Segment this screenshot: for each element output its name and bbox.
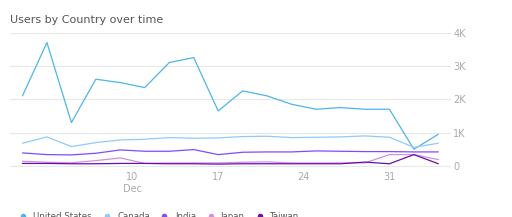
Text: Users by Country over time: Users by Country over time	[10, 15, 163, 25]
Legend: United States, Canada, India, Japan, Taiwan: United States, Canada, India, Japan, Tai…	[14, 212, 299, 217]
